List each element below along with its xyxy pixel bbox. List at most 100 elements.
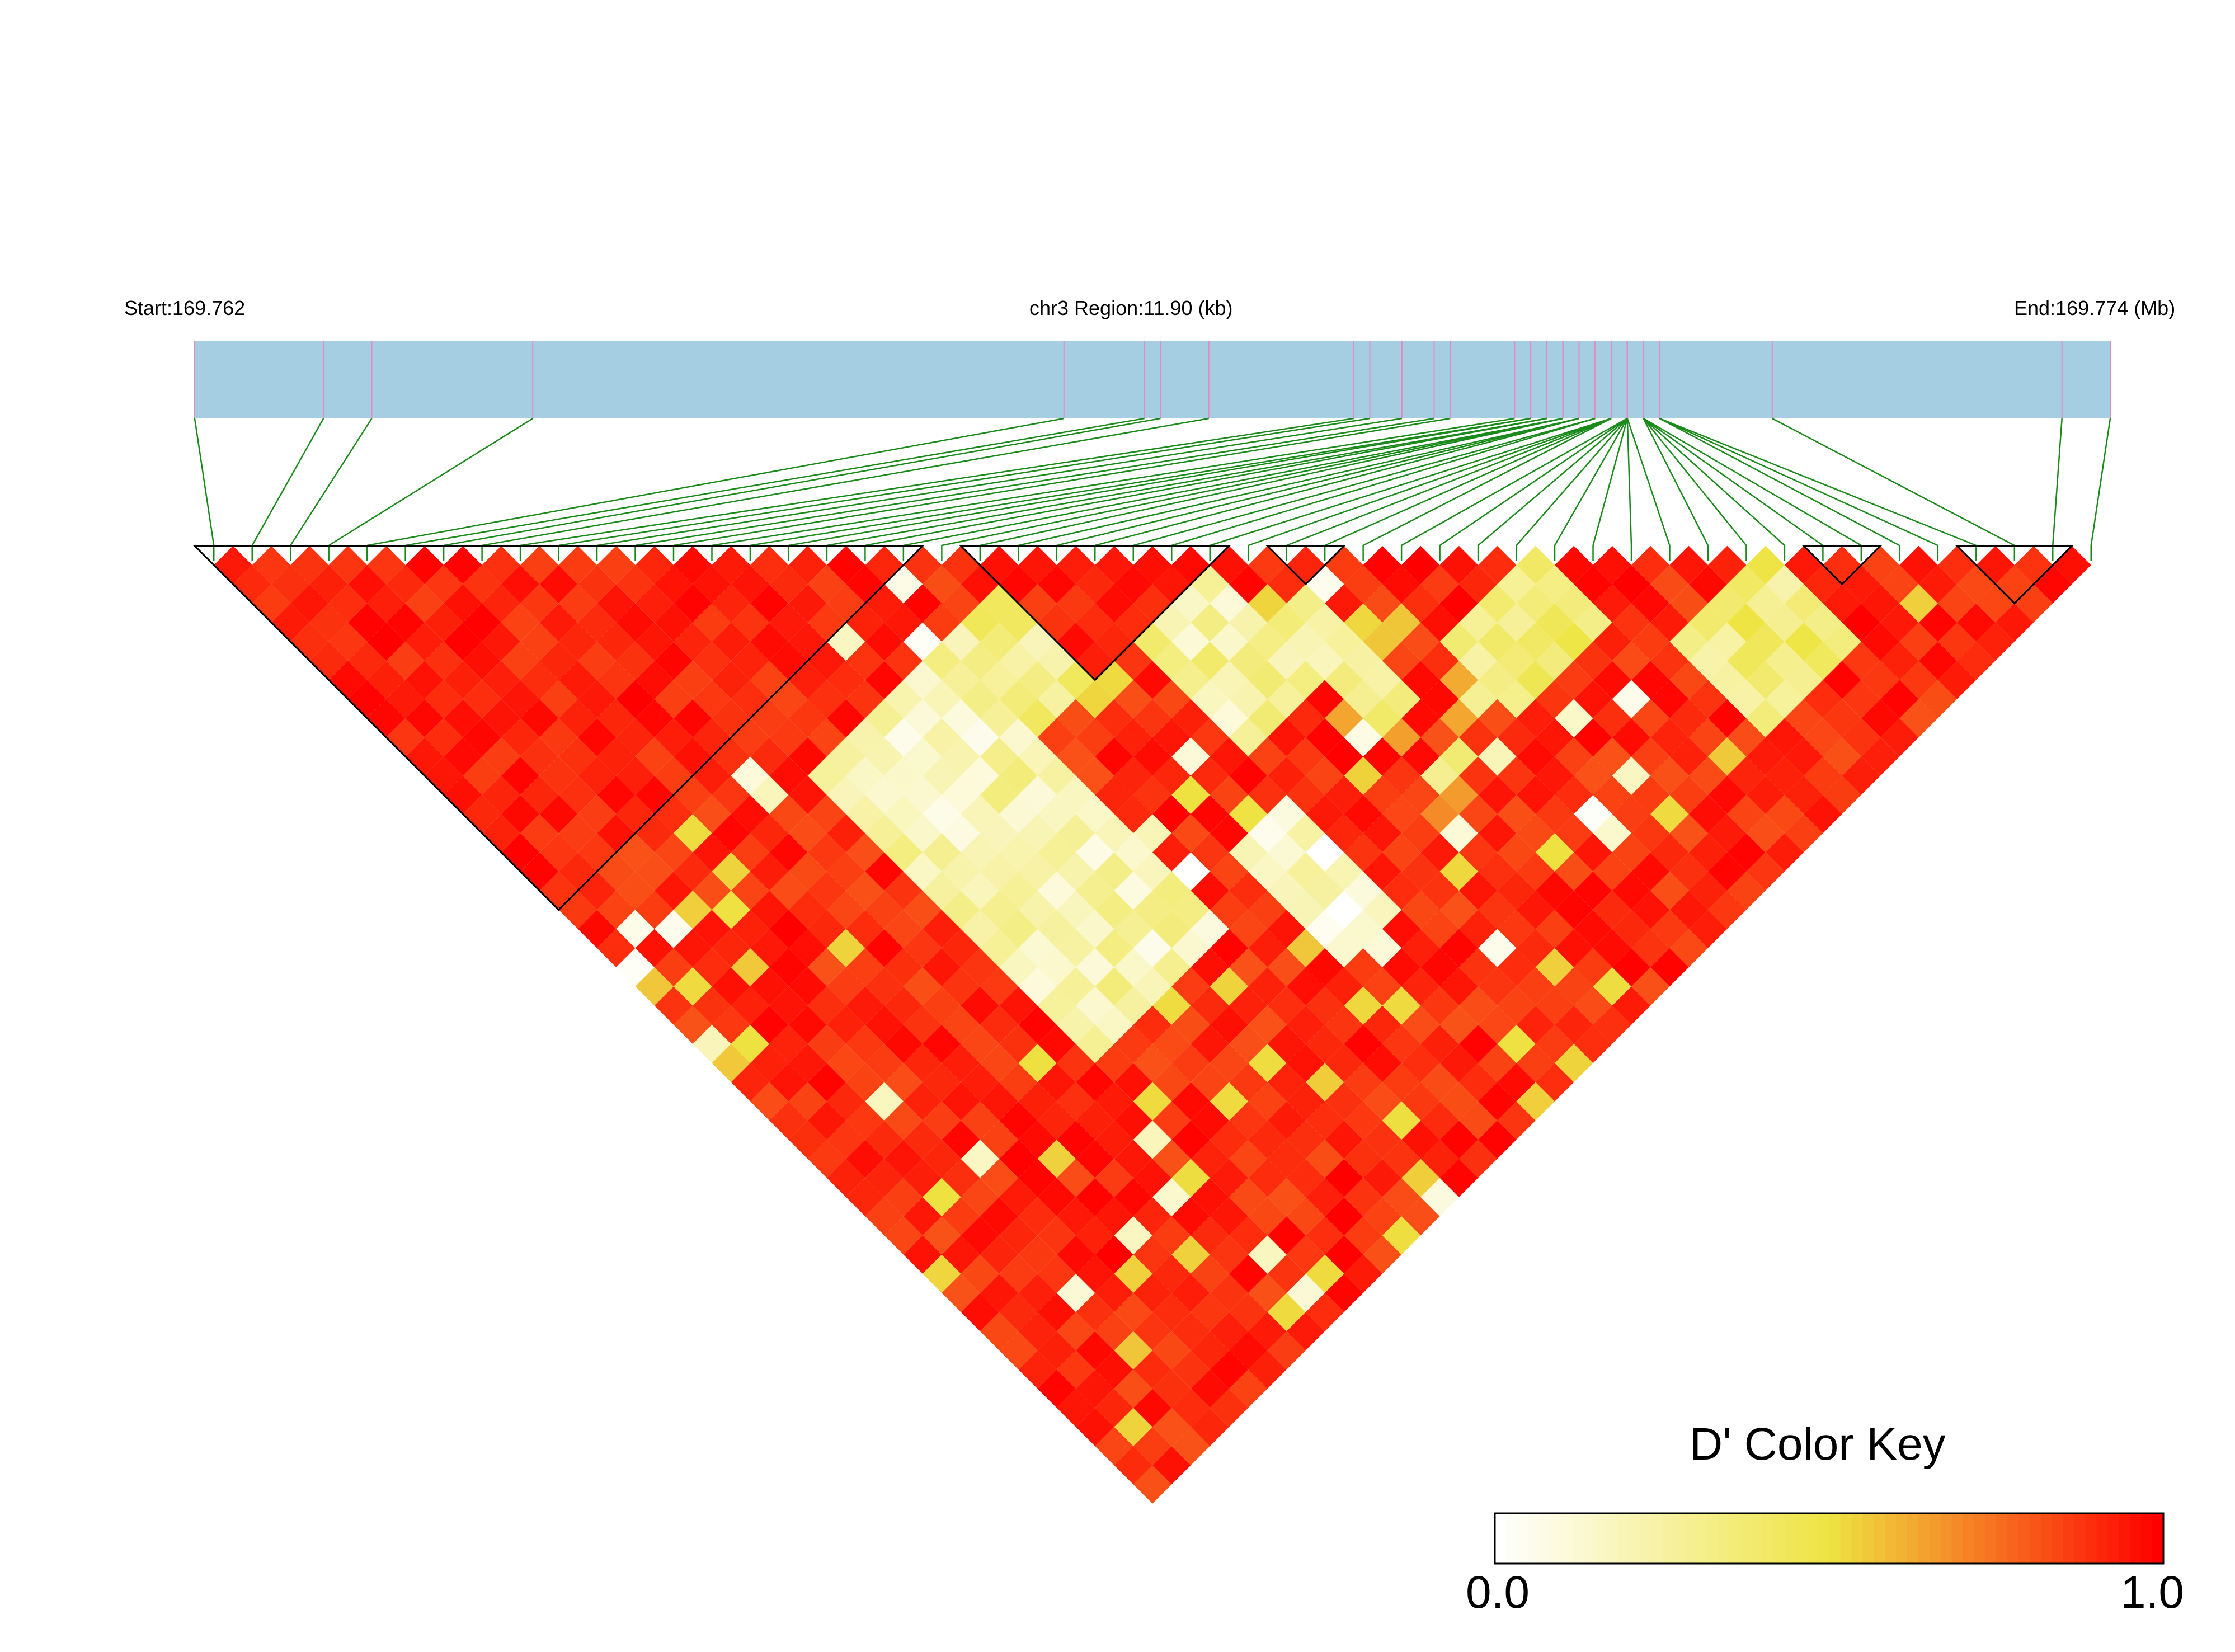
ld-cell bbox=[1382, 910, 1421, 948]
ld-cell bbox=[1248, 661, 1287, 699]
ld-cell bbox=[1650, 833, 1689, 872]
ld-cell bbox=[1880, 680, 1919, 718]
ld-cell bbox=[1382, 718, 1421, 757]
ld-cell bbox=[1191, 910, 1229, 948]
ld-cell bbox=[999, 1178, 1038, 1217]
color-key-swatch bbox=[1985, 1513, 1997, 1564]
ld-cell bbox=[1478, 1044, 1517, 1082]
ld-cell bbox=[1746, 852, 1785, 891]
ld-cell bbox=[1535, 680, 1574, 718]
ld-cell bbox=[463, 756, 501, 795]
ld-cell bbox=[1707, 814, 1747, 853]
ld-cell bbox=[1248, 967, 1287, 1006]
ld-cell bbox=[1286, 1082, 1325, 1121]
ld-cell bbox=[1401, 661, 1440, 699]
ld-cell bbox=[769, 641, 808, 680]
ld-cell bbox=[1133, 584, 1172, 623]
ld-cell bbox=[1439, 622, 1479, 661]
color-key-swatch bbox=[1951, 1513, 1964, 1564]
ld-cell bbox=[1420, 718, 1459, 757]
ld-cell bbox=[1363, 1197, 1402, 1236]
color-key-swatch bbox=[2152, 1513, 2164, 1564]
snp-connector bbox=[2090, 418, 2111, 546]
ld-cell bbox=[1688, 833, 1728, 872]
ld-cell bbox=[1095, 1389, 1133, 1427]
ld-cell bbox=[1056, 1312, 1095, 1350]
ld-cell bbox=[1458, 1063, 1498, 1102]
ld-cell bbox=[1765, 603, 1804, 642]
ld-cell bbox=[1420, 1024, 1459, 1063]
ld-cell bbox=[1401, 1005, 1440, 1044]
ld-cell bbox=[1018, 1159, 1057, 1197]
ld-cell bbox=[1267, 603, 1306, 642]
ld-cell bbox=[1305, 1254, 1344, 1293]
ld-cell bbox=[1804, 641, 1842, 680]
ld-cell bbox=[1574, 910, 1612, 948]
ld-cell bbox=[1267, 641, 1306, 680]
ld-cell bbox=[1152, 871, 1191, 910]
ld-cell bbox=[1382, 680, 1421, 718]
ld-cell bbox=[539, 756, 578, 795]
ld-cell bbox=[769, 910, 808, 948]
ld-cell bbox=[1305, 680, 1344, 718]
ld-cell bbox=[1823, 737, 1861, 776]
color-key-swatch bbox=[1550, 1513, 1563, 1564]
ld-cell bbox=[347, 641, 387, 680]
ld-cell bbox=[1650, 910, 1689, 948]
snp-connector bbox=[1772, 417, 2015, 547]
ld-cell bbox=[1880, 641, 1919, 680]
ld-cell bbox=[1727, 718, 1766, 757]
ld-cell bbox=[1535, 871, 1574, 910]
ld-cell bbox=[1152, 641, 1191, 680]
ld-cell bbox=[1823, 699, 1861, 738]
ld-cell bbox=[1612, 910, 1651, 948]
ld-cell bbox=[1574, 948, 1612, 987]
ld-cell bbox=[1191, 871, 1229, 910]
ld-cell bbox=[1631, 852, 1670, 891]
ld-cell bbox=[1669, 775, 1708, 815]
ld-cell bbox=[1555, 891, 1593, 929]
ld-cell bbox=[1516, 929, 1555, 968]
ld-cell bbox=[1171, 737, 1210, 776]
ld-cell bbox=[1382, 756, 1421, 795]
ld-cell bbox=[1784, 622, 1823, 661]
ld-cell bbox=[1152, 794, 1191, 834]
ld-cell bbox=[1191, 1331, 1229, 1370]
ld-cell bbox=[1286, 1005, 1325, 1044]
ld-cell bbox=[463, 718, 501, 757]
ld-cell bbox=[1325, 584, 1363, 623]
ld-cell bbox=[1478, 1082, 1517, 1121]
ld-cell bbox=[1344, 910, 1382, 948]
ld-cell bbox=[1497, 1101, 1536, 1140]
ld-cell bbox=[1056, 1197, 1095, 1236]
ld-cell bbox=[1382, 641, 1421, 680]
ld-cell bbox=[1344, 1101, 1382, 1140]
ld-cell bbox=[1707, 699, 1747, 738]
ld-cell bbox=[2014, 545, 2053, 585]
color-key-swatch bbox=[1784, 1513, 1796, 1564]
ld-cell bbox=[1305, 986, 1344, 1025]
ld-cell bbox=[1191, 833, 1229, 872]
ld-cell bbox=[1076, 1216, 1114, 1255]
ld-cell bbox=[1439, 1159, 1479, 1197]
ld-cell bbox=[1439, 967, 1479, 1006]
color-key-swatch bbox=[1528, 1513, 1540, 1564]
ld-cell bbox=[1171, 929, 1210, 968]
ld-cell bbox=[463, 641, 501, 680]
ld-cell bbox=[1861, 737, 1900, 776]
ld-cell bbox=[1305, 1024, 1344, 1063]
ld-cell bbox=[1210, 1005, 1249, 1044]
ld-cell bbox=[1420, 794, 1459, 834]
ld-cell bbox=[1478, 737, 1517, 776]
ld-cell bbox=[1286, 737, 1325, 776]
color-key-swatch bbox=[1740, 1513, 1752, 1564]
color-key-swatch bbox=[1517, 1513, 1529, 1564]
region-end-label: End:169.774 (Mb) bbox=[2014, 296, 2176, 319]
ld-cell bbox=[1612, 871, 1651, 910]
ld-cell bbox=[999, 641, 1038, 680]
ld-cell bbox=[1401, 1082, 1440, 1121]
ld-cell bbox=[1458, 948, 1498, 987]
color-key-swatch bbox=[1505, 1513, 1518, 1564]
ld-cell bbox=[1248, 852, 1287, 891]
